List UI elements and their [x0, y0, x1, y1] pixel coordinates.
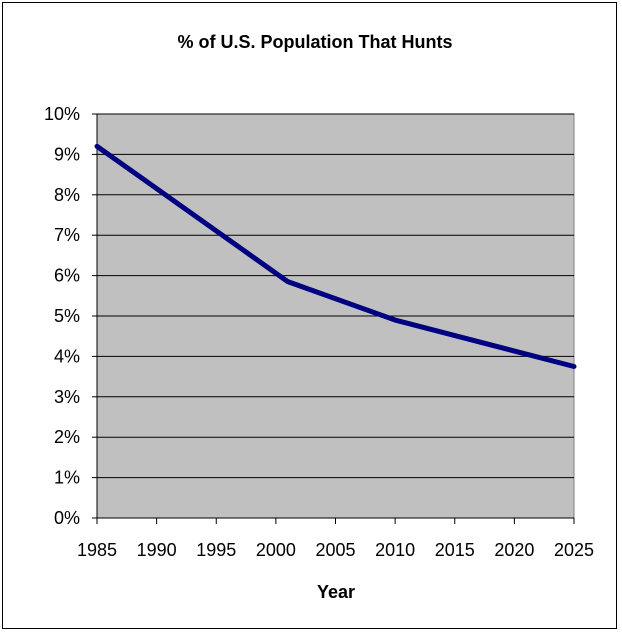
y-tick-label: 7%	[54, 225, 80, 245]
x-axis-title: Year	[317, 582, 355, 602]
x-tick-label: 2020	[494, 540, 534, 560]
y-tick-label: 2%	[54, 427, 80, 447]
axes	[92, 113, 575, 524]
series-line	[94, 143, 577, 369]
series-lines	[94, 143, 577, 369]
y-tick-label: 5%	[54, 306, 80, 326]
x-tick-label: 2025	[554, 540, 594, 560]
x-tick-label: 1985	[77, 540, 117, 560]
y-tick-labels: 0% 1% 2% 3% 4% 5% 6% 7% 8% 9% 10%	[44, 104, 80, 528]
y-tick-label: 0%	[54, 508, 80, 528]
y-tick-label: 6%	[54, 266, 80, 286]
y-tick-label: 8%	[54, 185, 80, 205]
gridlines	[97, 113, 574, 479]
x-tick-label: 2010	[375, 540, 415, 560]
x-tick-label: 1990	[137, 540, 177, 560]
x-tick-labels: 1985 1990 1995 2000 2005 2010 2015 2020 2025	[77, 540, 594, 560]
x-tick-label: 2005	[315, 540, 355, 560]
y-tick-label: 4%	[54, 346, 80, 366]
x-tick-label: 2015	[435, 540, 475, 560]
chart-title: % of U.S. Population That Hunts	[178, 32, 453, 52]
y-tick-label: 10%	[44, 104, 80, 124]
y-tick-label: 9%	[54, 144, 80, 164]
y-tick-label: 3%	[54, 387, 80, 407]
x-tick-label: 1995	[196, 540, 236, 560]
x-tick-label: 2000	[256, 540, 296, 560]
y-tick-label: 1%	[54, 468, 80, 488]
